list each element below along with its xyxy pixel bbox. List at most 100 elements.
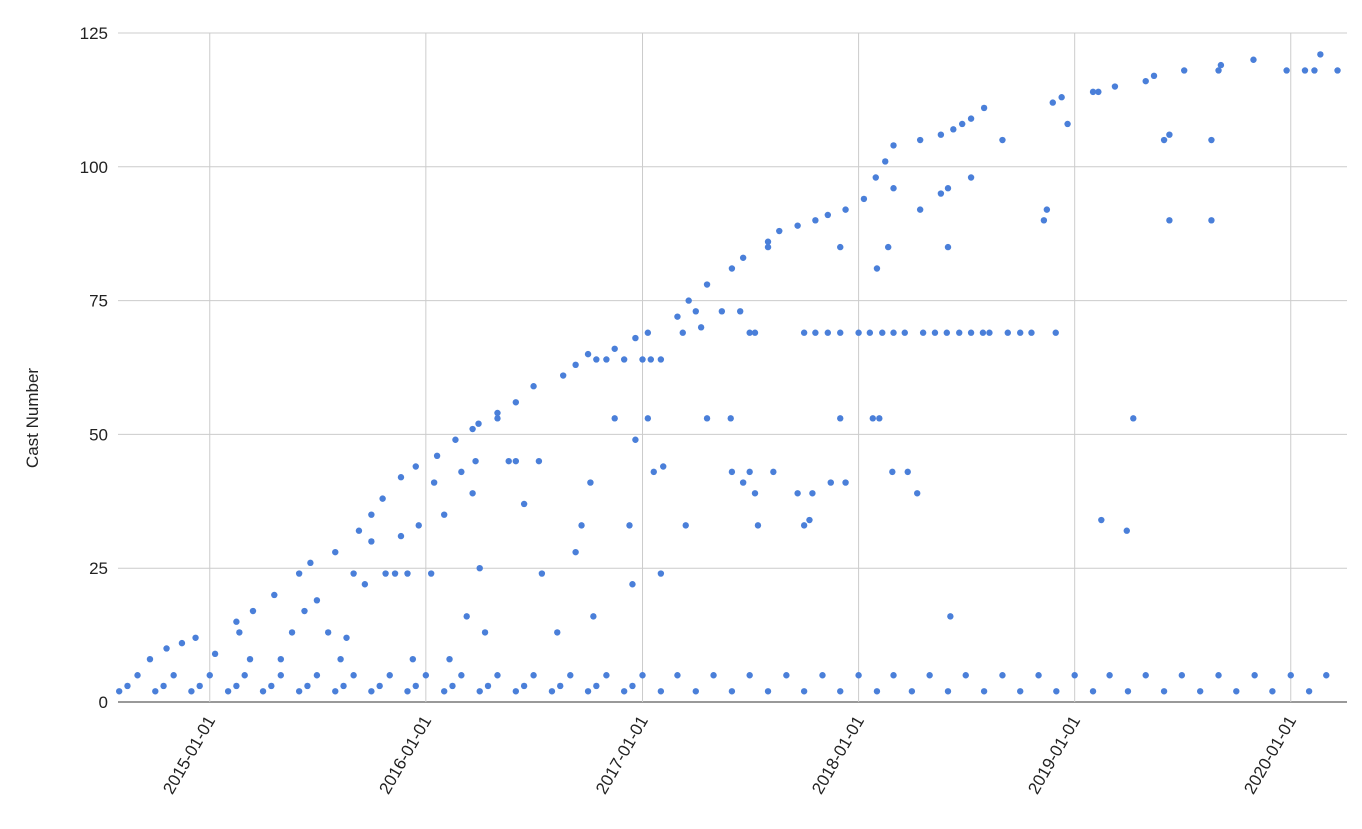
- point: [152, 688, 159, 695]
- point: [692, 308, 699, 315]
- point: [160, 682, 167, 690]
- point: [837, 688, 844, 695]
- point: [350, 570, 357, 577]
- point: [559, 372, 567, 379]
- point: [632, 436, 639, 443]
- point: [1269, 688, 1276, 695]
- point: [620, 356, 628, 363]
- point: [746, 672, 753, 679]
- point: [277, 672, 285, 679]
- point: [430, 479, 438, 486]
- point: [233, 682, 240, 690]
- point: [386, 672, 393, 679]
- x-tick-label: 2015-01-01: [159, 713, 219, 798]
- point: [1064, 120, 1071, 128]
- point: [1250, 56, 1257, 63]
- point: [1287, 672, 1294, 679]
- point: [1017, 329, 1024, 336]
- x-tick-label: 2018-01-01: [808, 713, 868, 798]
- point: [277, 655, 285, 663]
- point: [1089, 688, 1097, 695]
- point: [196, 682, 203, 690]
- point: [794, 490, 801, 497]
- x-tick-label: 2019-01-01: [1024, 713, 1084, 798]
- point: [710, 672, 717, 679]
- point: [233, 618, 240, 625]
- point: [962, 672, 969, 679]
- point: [1180, 67, 1188, 74]
- point: [115, 688, 123, 695]
- point: [620, 688, 628, 695]
- point: [980, 688, 988, 695]
- point: [812, 329, 819, 336]
- point: [674, 672, 681, 679]
- point: [249, 607, 257, 615]
- point: [512, 457, 520, 465]
- point: [1283, 67, 1290, 74]
- point: [452, 436, 459, 443]
- point: [1123, 527, 1130, 534]
- point: [919, 329, 927, 336]
- point: [914, 490, 921, 497]
- point: [1217, 61, 1225, 69]
- point: [967, 115, 975, 122]
- point: [611, 345, 618, 352]
- point: [301, 607, 308, 615]
- point: [943, 329, 951, 336]
- point: [999, 136, 1006, 144]
- point: [241, 672, 248, 679]
- point: [1233, 688, 1240, 695]
- point: [368, 538, 375, 545]
- point: [603, 672, 610, 679]
- point: [639, 672, 646, 679]
- point: [1142, 672, 1149, 679]
- point: [1040, 217, 1048, 224]
- point: [368, 688, 375, 695]
- point: [901, 329, 908, 336]
- point: [146, 655, 154, 663]
- point: [412, 682, 419, 690]
- point: [944, 688, 952, 695]
- point: [937, 131, 945, 138]
- point: [224, 688, 232, 695]
- point: [481, 629, 489, 636]
- point: [1166, 131, 1173, 138]
- point: [794, 222, 801, 229]
- point: [979, 329, 987, 336]
- point: [916, 206, 924, 213]
- point: [728, 468, 736, 476]
- point: [178, 639, 186, 647]
- point: [494, 415, 501, 422]
- point: [343, 634, 350, 641]
- point: [475, 420, 482, 427]
- point: [593, 356, 600, 363]
- point: [494, 672, 501, 679]
- point: [409, 655, 417, 663]
- point: [469, 490, 476, 497]
- point: [866, 329, 874, 336]
- point: [520, 682, 528, 690]
- point: [632, 334, 639, 342]
- point: [824, 329, 832, 336]
- point: [1124, 688, 1132, 695]
- point: [890, 185, 897, 192]
- point: [824, 211, 832, 219]
- point: [1028, 329, 1035, 336]
- point: [188, 688, 195, 695]
- point: [337, 655, 344, 663]
- y-tick-label: 25: [89, 559, 108, 578]
- point: [355, 527, 363, 534]
- point: [682, 522, 689, 529]
- point: [1098, 516, 1105, 524]
- point: [873, 688, 881, 695]
- point: [679, 329, 686, 336]
- point: [1305, 688, 1313, 695]
- point: [1053, 688, 1060, 695]
- y-tick-label: 125: [80, 24, 108, 43]
- point: [876, 415, 883, 422]
- point: [647, 356, 655, 363]
- point: [967, 329, 975, 336]
- point: [809, 490, 816, 497]
- point: [192, 634, 199, 641]
- point: [350, 672, 357, 679]
